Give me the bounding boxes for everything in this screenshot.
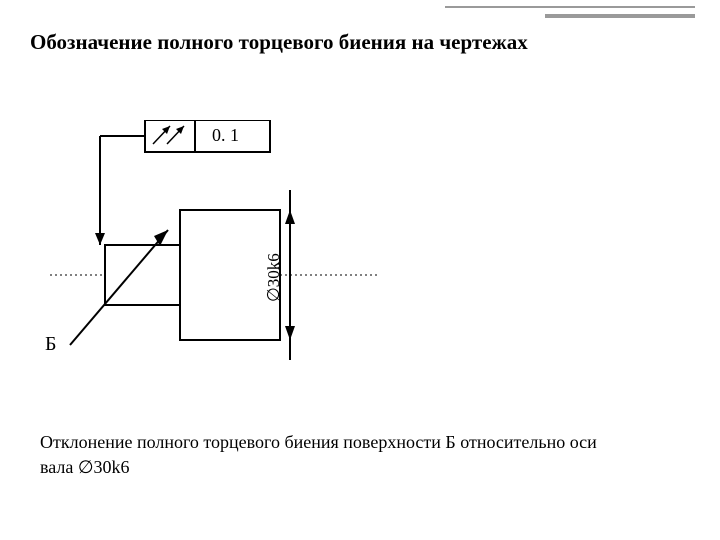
diameter-label: ∅30k6: [264, 253, 284, 302]
caption-line1: Отклонение полного торцевого биения пове…: [40, 432, 597, 452]
diagram-svg: [50, 120, 410, 380]
header-line-1: [445, 6, 695, 8]
runout-diagram: 0. 1 ∅30k6 Б: [50, 120, 410, 385]
caption-line2: вала ∅30k6: [40, 457, 130, 477]
fcf-tolerance-value: 0. 1: [212, 125, 239, 146]
caption: Отклонение полного торцевого биения пове…: [40, 430, 597, 480]
datum-label: Б: [45, 333, 56, 356]
page-title: Обозначение полного торцевого биения на …: [30, 30, 528, 55]
header-line-2: [545, 14, 695, 18]
